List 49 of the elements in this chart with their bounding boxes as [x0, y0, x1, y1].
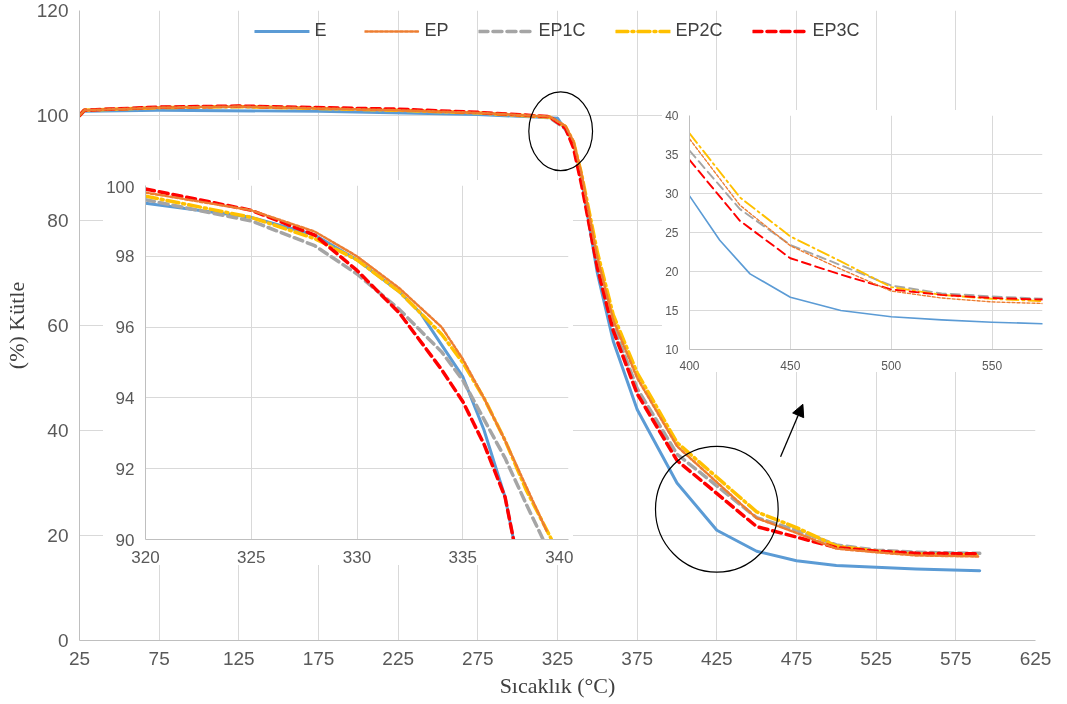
x-tick-label: 450	[780, 358, 801, 373]
x-tick-label: 175	[302, 647, 335, 669]
y-tick-label: 30	[665, 187, 679, 201]
x-tick-label: 550	[982, 358, 1003, 373]
y-tick-label: 20	[47, 525, 69, 546]
y-tick-label: 120	[36, 0, 69, 21]
legend-label: EP3C	[812, 20, 860, 41]
x-tick-label: 475	[780, 647, 813, 669]
x-tick-label: 525	[860, 647, 893, 669]
legend-label: E	[314, 20, 328, 41]
y-tick-label: 98	[115, 247, 135, 267]
y-tick-label: 25	[665, 226, 679, 240]
x-tick-label: 325	[237, 547, 266, 567]
legend-label: EP	[424, 20, 449, 41]
x-tick-label: 400	[679, 358, 700, 373]
x-tick-label: 425	[700, 647, 733, 669]
y-tick-label: 100	[36, 105, 69, 126]
y-tick-label: 96	[115, 318, 135, 338]
x-tick-label: 375	[621, 647, 654, 669]
y-tick-label: 60	[47, 315, 69, 336]
x-tick-label: 320	[131, 547, 160, 567]
x-tick-label: 330	[342, 547, 372, 567]
y-tick-label: 0	[57, 630, 69, 651]
x-axis-title: Sıcaklık (°C)	[499, 672, 616, 698]
y-axis-title: (%) Kütle	[3, 281, 29, 370]
x-tick-label: 625	[1019, 647, 1052, 669]
y-tick-label: 90	[115, 530, 135, 550]
y-tick-label: 15	[665, 304, 679, 318]
x-tick-label: 75	[148, 647, 170, 669]
y-tick-label: 35	[665, 148, 679, 162]
x-tick-label: 125	[222, 647, 255, 669]
x-tick-label: 225	[382, 647, 415, 669]
x-tick-label: 500	[881, 358, 902, 373]
x-tick-label: 335	[448, 547, 477, 567]
legend-label: EP2C	[675, 20, 723, 41]
y-tick-label: 20	[665, 265, 679, 279]
legend-label: EP1C	[538, 20, 586, 41]
x-tick-label: 25	[68, 647, 91, 669]
y-tick-label: 80	[47, 210, 69, 231]
y-tick-label: 40	[47, 420, 69, 441]
x-tick-label: 275	[461, 647, 494, 669]
y-tick-label: 40	[665, 109, 679, 123]
x-tick-label: 325	[541, 647, 574, 669]
y-tick-label: 10	[665, 343, 679, 357]
x-tick-label: 575	[939, 647, 972, 669]
y-tick-label: 94	[115, 388, 135, 408]
y-tick-label: 100	[106, 177, 135, 197]
x-tick-label: 340	[545, 547, 574, 567]
y-tick-label: 92	[115, 459, 135, 479]
